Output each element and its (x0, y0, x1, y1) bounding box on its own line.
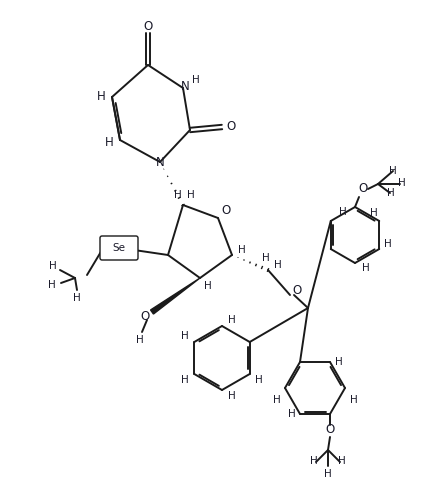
Text: O: O (326, 423, 335, 436)
Text: H: H (73, 293, 81, 303)
Text: H: H (274, 260, 282, 270)
Text: H: H (48, 280, 56, 290)
Text: H: H (204, 281, 212, 291)
Text: H: H (310, 456, 318, 466)
Text: H: H (174, 190, 182, 200)
Text: H: H (398, 178, 406, 188)
Text: H: H (384, 239, 392, 249)
Text: H: H (181, 375, 189, 385)
Text: O: O (143, 20, 153, 34)
Text: H: H (389, 166, 397, 176)
Text: H: H (228, 391, 236, 401)
Text: O: O (221, 205, 230, 218)
Text: H: H (339, 207, 347, 217)
Text: H: H (273, 395, 280, 405)
FancyBboxPatch shape (100, 236, 138, 260)
Text: H: H (262, 253, 270, 263)
Text: O: O (140, 310, 150, 323)
Text: H: H (49, 261, 57, 271)
Text: H: H (338, 456, 346, 466)
Text: H: H (238, 245, 246, 255)
Text: H: H (136, 335, 144, 345)
Text: Se: Se (113, 243, 126, 253)
Text: H: H (255, 375, 263, 385)
Text: H: H (350, 395, 357, 405)
Text: H: H (335, 357, 342, 367)
Polygon shape (150, 278, 200, 314)
Text: O: O (226, 121, 236, 134)
Text: H: H (104, 136, 114, 149)
Text: O: O (358, 183, 368, 195)
Text: H: H (288, 409, 295, 419)
Text: H: H (362, 263, 370, 273)
Text: N: N (156, 156, 164, 169)
Text: H: H (370, 208, 378, 218)
Text: H: H (187, 190, 195, 200)
Text: H: H (324, 469, 332, 479)
Text: H: H (228, 315, 236, 325)
Text: H: H (192, 75, 200, 85)
Text: H: H (387, 188, 395, 198)
Text: H: H (181, 331, 189, 341)
Text: N: N (181, 81, 189, 93)
Text: O: O (292, 284, 301, 297)
Text: H: H (97, 90, 105, 104)
